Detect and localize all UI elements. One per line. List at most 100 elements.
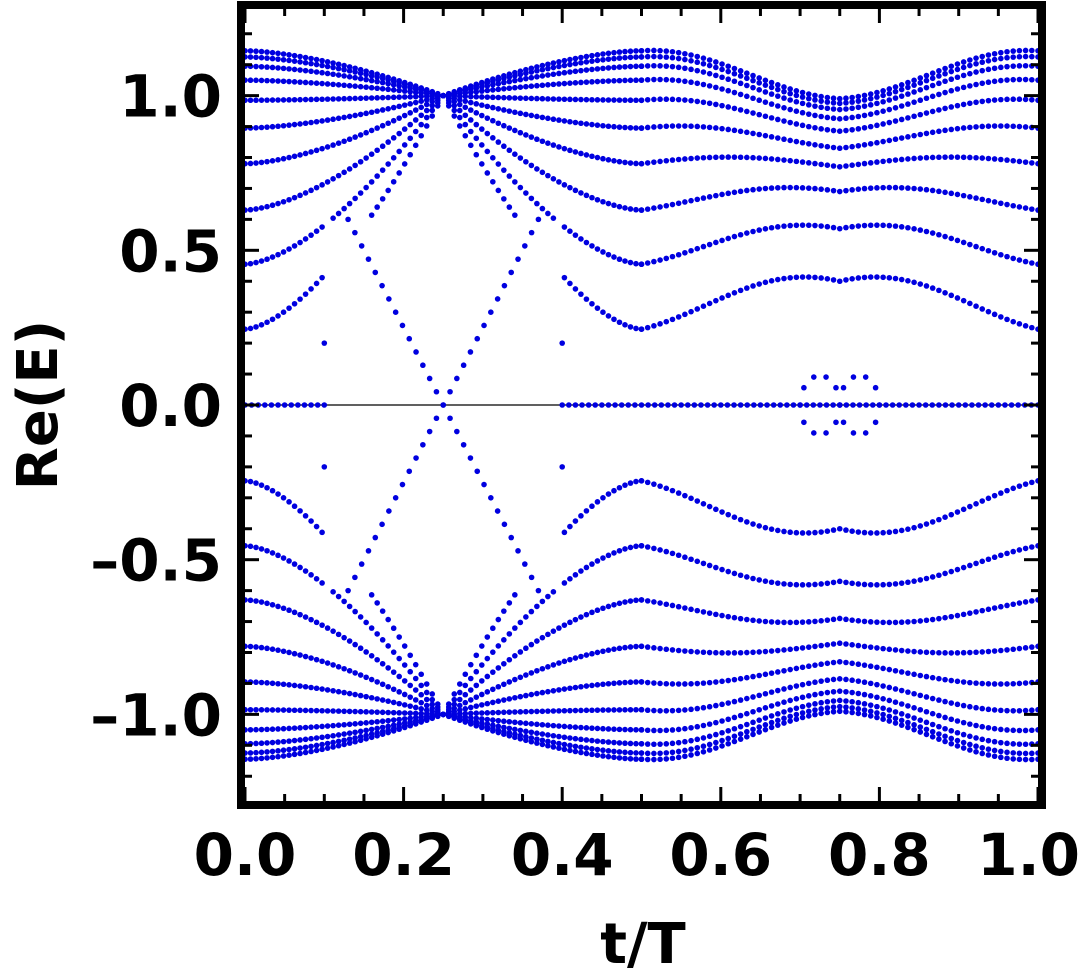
band-point [583, 745, 590, 751]
band-point [583, 725, 590, 731]
band-point [1016, 741, 1023, 747]
band-point [855, 126, 862, 132]
band-point [578, 236, 584, 242]
band-point [335, 742, 342, 749]
band-point [737, 649, 744, 656]
band-point [818, 161, 824, 168]
band-point [341, 731, 347, 737]
band-point [713, 84, 719, 91]
band-point [605, 97, 612, 103]
band-point [1004, 77, 1010, 83]
zero-mode-point [1015, 402, 1021, 408]
band-point [269, 49, 276, 56]
band-point [605, 157, 612, 163]
band-point [517, 619, 524, 626]
band-point [781, 223, 787, 229]
band-point [467, 107, 474, 113]
band-point [396, 87, 402, 94]
band-point [528, 134, 535, 140]
band-point [706, 70, 713, 77]
band-point [479, 643, 485, 649]
band-point [456, 689, 463, 696]
band-point [688, 79, 694, 86]
band-point [768, 115, 775, 121]
band-point [998, 77, 1004, 84]
band-point [633, 206, 639, 213]
band-point [874, 703, 880, 710]
band-point [412, 675, 419, 682]
band-point [523, 614, 529, 620]
band-point [787, 90, 793, 97]
band-point [824, 162, 831, 168]
band-point [967, 83, 973, 89]
band-point [313, 747, 320, 754]
band-point [781, 667, 787, 674]
band-point [1010, 756, 1017, 762]
band-point [979, 80, 986, 87]
band-point [357, 190, 364, 196]
band-point [923, 283, 930, 289]
band-point [936, 712, 942, 719]
band-point [694, 67, 701, 74]
x-tick-label: 0.2 [352, 821, 455, 889]
band-point [390, 76, 397, 82]
band-point [663, 750, 670, 756]
band-point [490, 686, 496, 693]
band-point [688, 123, 694, 129]
band-point [363, 76, 369, 83]
band-point [561, 182, 568, 188]
band-point [737, 91, 744, 98]
band-point [744, 728, 750, 735]
band-point [501, 167, 507, 173]
band-point [611, 202, 617, 209]
band-point [253, 679, 259, 686]
band-point [578, 707, 584, 714]
band-point [936, 154, 942, 161]
zero-mode-point [704, 402, 711, 408]
band-point [700, 560, 707, 567]
band-point [247, 726, 254, 733]
band-point [787, 119, 793, 126]
band-point [407, 682, 414, 689]
band-point [572, 55, 579, 62]
band-point [830, 277, 837, 283]
band-point [688, 308, 694, 315]
band-point [605, 65, 612, 71]
band-point [756, 97, 763, 104]
band-point [824, 105, 831, 112]
crossing-point [440, 402, 447, 408]
band-point [506, 725, 513, 732]
band-point [669, 727, 676, 733]
band-point [600, 725, 606, 732]
band-point [998, 681, 1004, 687]
y-axis-label: Re(E) [6, 320, 71, 491]
band-point [346, 166, 353, 172]
band-point [275, 748, 281, 754]
band-point [528, 721, 535, 727]
zero-mode-point [830, 402, 836, 408]
band-point [589, 79, 595, 85]
band-point [258, 205, 265, 211]
band-point [280, 753, 287, 759]
band-point [725, 154, 732, 160]
band-point [682, 681, 688, 687]
band-point [657, 645, 663, 652]
band-point [985, 746, 992, 752]
band-point [633, 740, 639, 747]
band-point [954, 701, 961, 708]
band-point [374, 85, 380, 92]
band-point [506, 631, 513, 637]
band-point [517, 184, 524, 191]
band-point [886, 718, 893, 724]
band-point [578, 79, 584, 86]
band-point [600, 122, 606, 129]
band-point [942, 738, 948, 745]
band-point [967, 124, 973, 131]
band-point [799, 122, 806, 129]
band-point [545, 61, 551, 68]
band-point [861, 701, 868, 707]
band-point [567, 280, 573, 287]
band-point [523, 720, 529, 727]
band-point [484, 87, 491, 94]
band-point [973, 69, 979, 75]
